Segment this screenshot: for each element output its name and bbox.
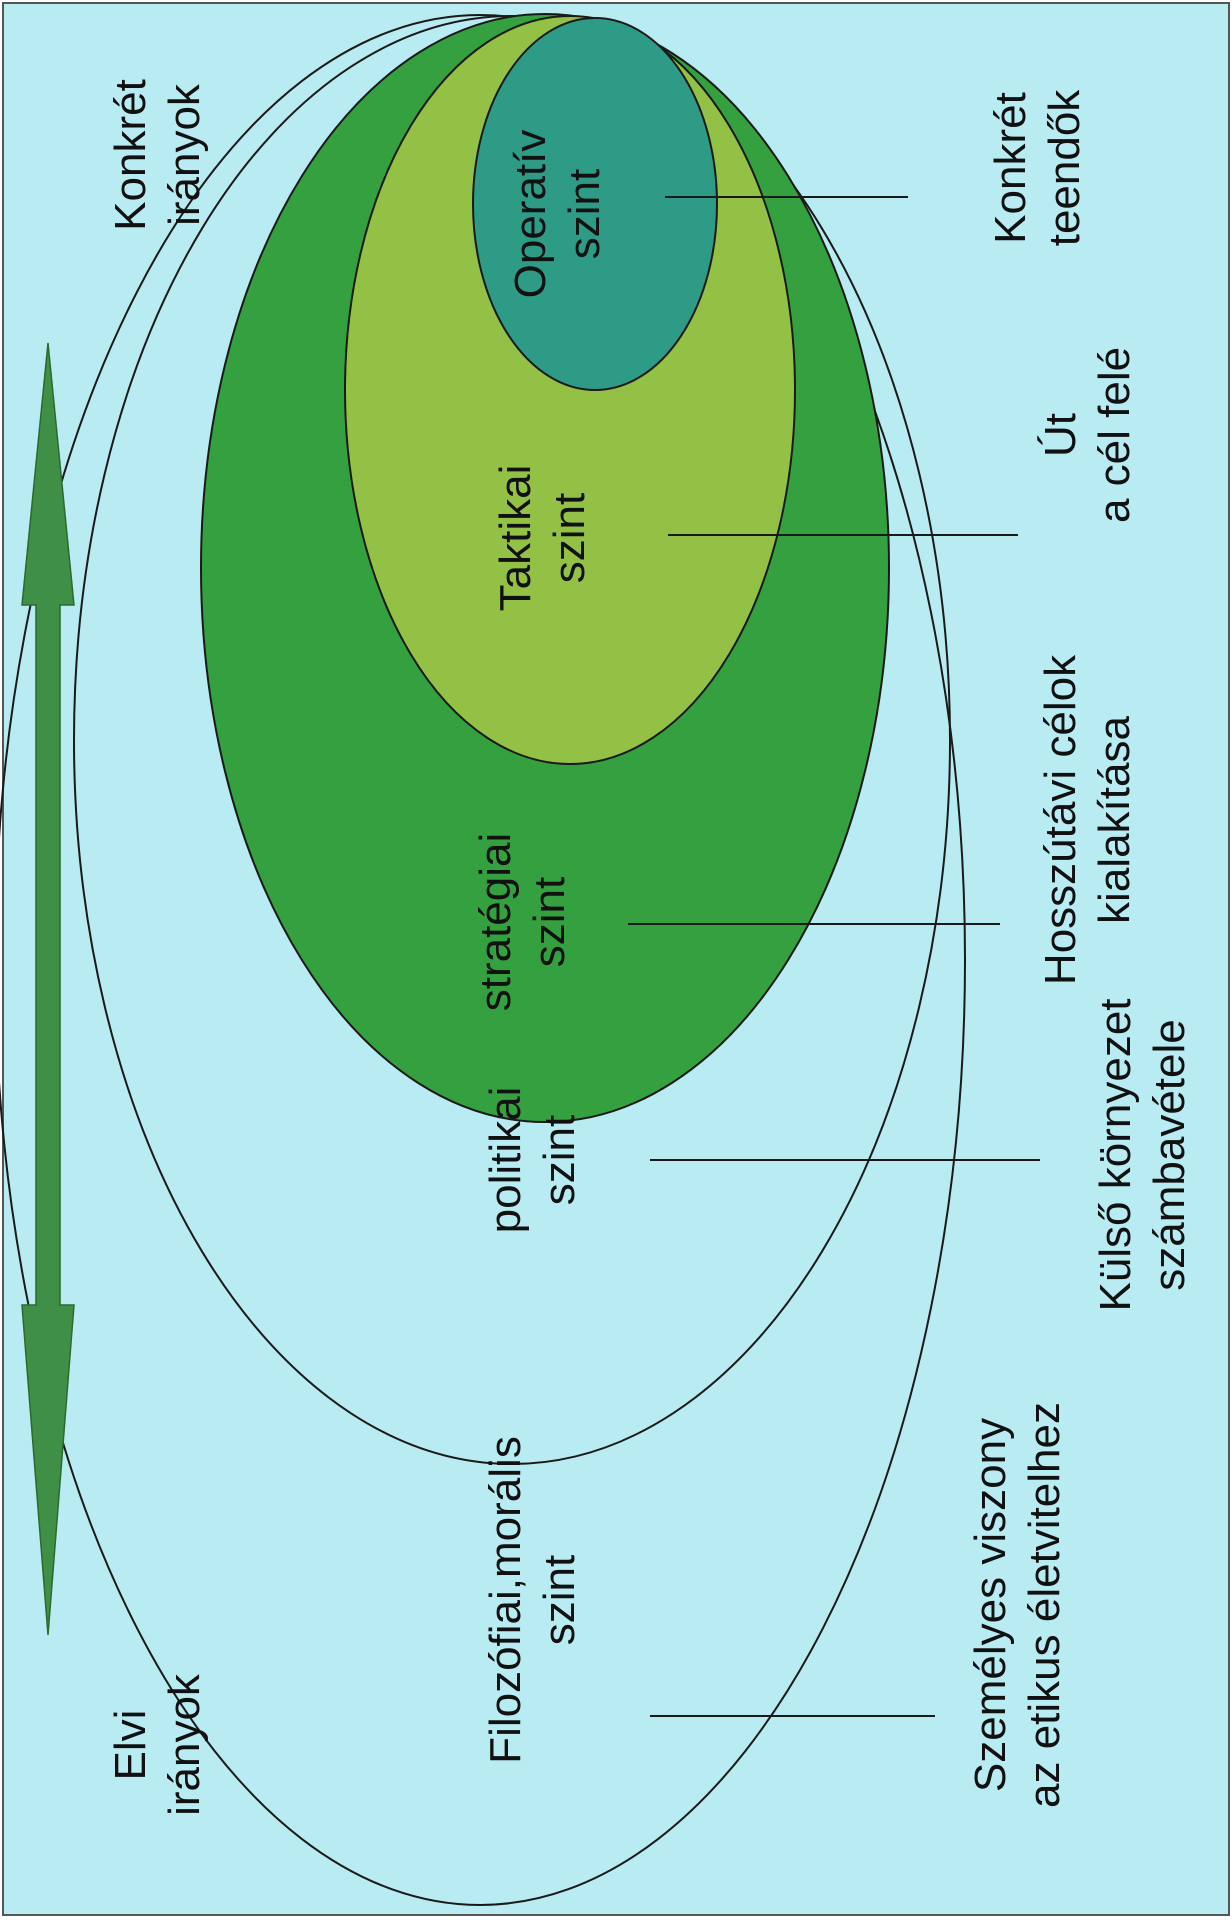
political-level-line1: politikai bbox=[481, 1087, 530, 1234]
operative-description-line1: Konkrét bbox=[986, 92, 1035, 244]
strategic-level-line2: szint bbox=[525, 877, 574, 967]
operative-description-line2: teendők bbox=[1040, 89, 1089, 247]
philosophical-level-ellipse bbox=[0, 14, 966, 1906]
strategic-level-line1: stratégiai bbox=[471, 833, 520, 1012]
political-level-label: politikai szint bbox=[481, 1087, 584, 1234]
axis-start-line1: Elvi bbox=[106, 1710, 155, 1781]
axis-end-line1: Konkrét bbox=[106, 79, 155, 231]
tactical-description-line2: a cél felé bbox=[1090, 347, 1139, 523]
operative-description: Konkrét teendők bbox=[986, 89, 1089, 247]
philosophical-description-line2: az etikus életvitelhez bbox=[1020, 1402, 1069, 1808]
political-level-line2: szint bbox=[535, 1115, 584, 1205]
double-headed-arrow-icon bbox=[21, 342, 75, 1636]
philosophical-description: Személyes viszony az etikus életvitelhez bbox=[966, 1402, 1069, 1808]
operative-level-ellipse bbox=[472, 17, 718, 391]
axis-end-line2: irányok bbox=[160, 83, 209, 226]
strategic-level-label: stratégiai szint bbox=[471, 833, 574, 1012]
philosophical-level-line2: szint bbox=[535, 1555, 584, 1645]
political-description-line1: Külső környezet bbox=[1091, 998, 1140, 1311]
philosophical-level-label: Filozófiai,morális szint bbox=[481, 1436, 584, 1764]
axis-start-label: Elvi irányok bbox=[106, 1673, 209, 1816]
political-description-line2: számbavétele bbox=[1145, 1019, 1194, 1290]
operative-level-line1: Operatív bbox=[506, 130, 555, 299]
tactical-level-label: Taktikai szint bbox=[491, 465, 594, 612]
strategic-description-line1: Hosszútávi célok bbox=[1036, 654, 1085, 985]
political-description: Külső környezet számbavétele bbox=[1091, 998, 1194, 1311]
philosophical-level-line1: Filozófiai,morális bbox=[481, 1436, 530, 1764]
operative-level-line2: szint bbox=[560, 169, 609, 259]
philosophical-description-line1: Személyes viszony bbox=[966, 1418, 1015, 1792]
operative-level-label: Operatív szint bbox=[506, 130, 609, 299]
axis-end-label: Konkrét irányok bbox=[106, 79, 209, 231]
tactical-level-line2: szint bbox=[545, 493, 594, 583]
strategic-description-line2: kialakítása bbox=[1090, 716, 1139, 924]
tactical-level-line1: Taktikai bbox=[491, 465, 540, 612]
axis-start-line2: irányok bbox=[160, 1673, 209, 1816]
tactical-description-line1: Út bbox=[1036, 413, 1085, 457]
strategic-description: Hosszútávi célok kialakítása bbox=[1036, 654, 1139, 985]
tactical-description: Út a cél felé bbox=[1036, 347, 1139, 523]
